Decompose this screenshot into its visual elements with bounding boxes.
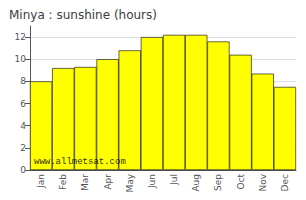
svg-text:Mar: Mar <box>80 174 90 191</box>
svg-text:4: 4 <box>20 121 26 131</box>
svg-text:Sep: Sep <box>213 174 223 191</box>
svg-text:May: May <box>125 173 135 192</box>
svg-text:Jan: Jan <box>36 174 46 189</box>
svg-text:Dec: Dec <box>280 174 290 191</box>
svg-text:Feb: Feb <box>58 174 68 190</box>
svg-text:Apr: Apr <box>103 174 113 190</box>
svg-text:Aug: Aug <box>191 174 201 192</box>
svg-text:0: 0 <box>20 165 26 175</box>
svg-text:Oct: Oct <box>236 174 246 190</box>
svg-text:12: 12 <box>15 32 26 42</box>
svg-text:Minya : sunshine (hours): Minya : sunshine (hours) <box>9 8 157 22</box>
svg-text:2: 2 <box>20 143 26 153</box>
svg-text:8: 8 <box>20 76 26 86</box>
svg-text:Nov: Nov <box>258 173 268 191</box>
svg-text:www.allmetsat.com: www.allmetsat.com <box>34 157 126 167</box>
svg-text:10: 10 <box>15 54 27 64</box>
svg-text:Jun: Jun <box>147 174 157 189</box>
svg-text:Jul: Jul <box>169 174 179 186</box>
svg-text:6: 6 <box>20 99 26 109</box>
